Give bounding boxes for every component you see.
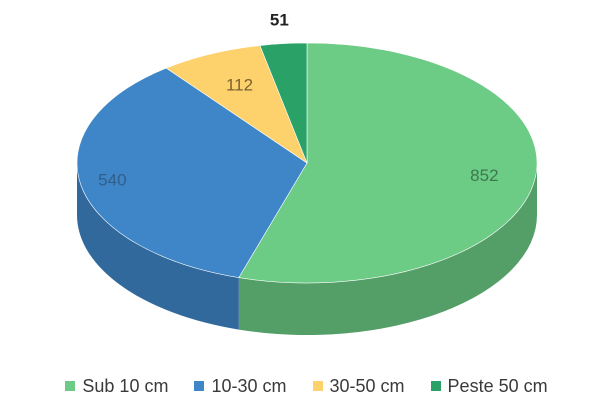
legend-item-3: Peste 50 cm [430, 375, 548, 397]
data-label-1: 540 [98, 170, 126, 189]
legend-swatch-1 [194, 381, 205, 391]
pie-sides [77, 163, 537, 335]
legend-swatch-0 [65, 381, 76, 391]
pie-tops [76, 42, 538, 284]
data-label-0: 852 [470, 166, 498, 185]
pie-slice-3 [259, 42, 308, 164]
legend-label-2: 30-50 cm [329, 375, 405, 396]
legend-item-0: Sub 10 cm [65, 376, 168, 397]
legend-item-2: 30-50 cm [312, 375, 405, 397]
pie-slice-0 [238, 42, 538, 284]
pie-side-1 [77, 163, 239, 330]
legend-item-1: 10-30 cm [194, 375, 287, 397]
pie-side-0 [238, 163, 537, 335]
legend-label-1: 10-30 cm [211, 375, 287, 396]
legend: Sub 10 cm 10-30 cm 30-50 cm Peste 50 cm [0, 372, 613, 400]
pie-slice-2 [165, 45, 308, 164]
legend-swatch-3 [430, 381, 441, 391]
pie-chart: 852 540 112 51 [76, 11, 538, 335]
legend-label-0: Sub 10 cm [82, 375, 169, 396]
pie-slice-1 [76, 67, 308, 278]
pie-labels: 852 540 112 51 [98, 11, 498, 190]
data-label-3: 51 [270, 11, 289, 30]
legend-swatch-2 [312, 381, 323, 391]
data-label-2: 112 [226, 76, 253, 95]
legend-label-3: Peste 50 cm [447, 375, 548, 396]
